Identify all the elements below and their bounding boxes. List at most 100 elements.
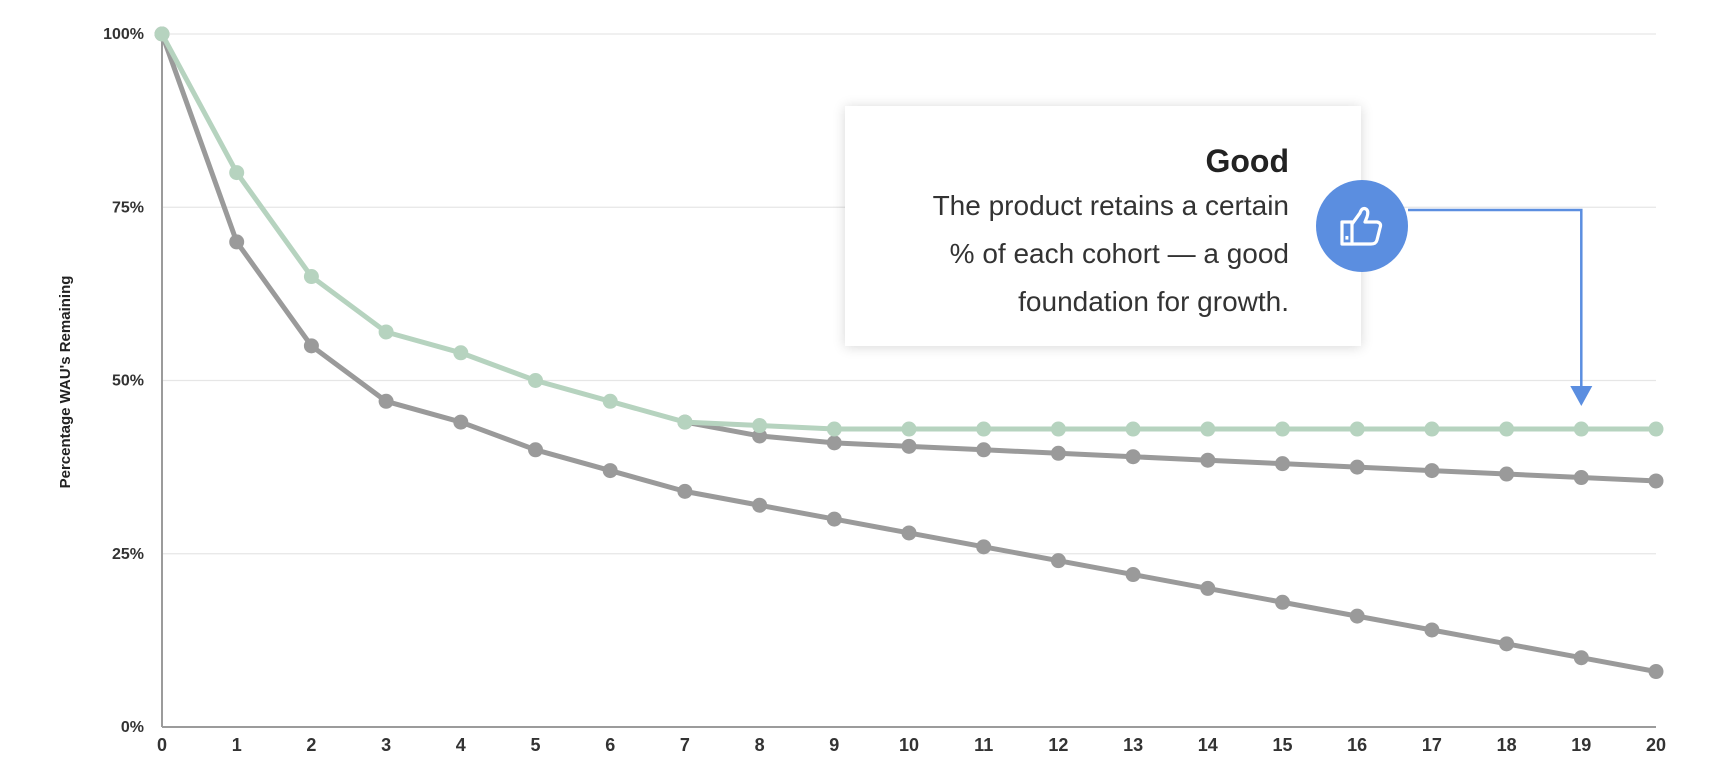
data-point xyxy=(154,26,170,42)
data-point xyxy=(1200,580,1216,596)
data-point xyxy=(1499,636,1515,652)
x-tick-label: 19 xyxy=(1571,735,1591,755)
data-point xyxy=(826,511,842,527)
data-point xyxy=(901,438,917,454)
data-point xyxy=(1349,459,1365,475)
data-point xyxy=(752,428,768,444)
data-point xyxy=(303,338,319,354)
data-point xyxy=(1349,421,1365,437)
data-point xyxy=(1573,470,1589,486)
x-tick-label: 9 xyxy=(829,735,839,755)
data-point xyxy=(1349,608,1365,624)
data-point xyxy=(1200,421,1216,437)
data-point xyxy=(1424,622,1440,638)
data-point xyxy=(1275,456,1290,472)
data-point xyxy=(1200,452,1216,468)
data-point xyxy=(1499,466,1515,482)
data-point xyxy=(752,418,768,434)
x-tick-label: 17 xyxy=(1422,735,1442,755)
data-point xyxy=(752,497,768,513)
arrow-line xyxy=(1408,208,1583,392)
x-tick-label: 1 xyxy=(232,735,242,755)
x-tick-label: 8 xyxy=(755,735,765,755)
data-point xyxy=(453,414,469,430)
x-tick-label: 13 xyxy=(1123,735,1143,755)
x-tick-label: 20 xyxy=(1646,735,1666,755)
callout-line-1: The product retains a certain xyxy=(932,190,1289,221)
data-point xyxy=(528,373,543,388)
thumbs-up-badge xyxy=(1316,180,1408,272)
data-point xyxy=(1050,421,1066,437)
data-point xyxy=(901,421,917,437)
data-point xyxy=(976,539,992,555)
data-point xyxy=(1573,421,1589,437)
callout-title: Good xyxy=(1205,143,1289,179)
data-point xyxy=(976,442,992,458)
data-point xyxy=(976,421,992,437)
data-point xyxy=(602,463,618,479)
x-tick-label: 18 xyxy=(1497,735,1517,755)
y-ticks: 0% 25% 50% 75% 100% xyxy=(103,26,144,736)
data-point xyxy=(378,324,394,340)
annotation-callout: Good The product retains a certain % of … xyxy=(845,106,1361,346)
data-point xyxy=(1499,421,1515,437)
x-tick-label: 10 xyxy=(899,735,919,755)
data-point xyxy=(1050,445,1066,461)
data-point xyxy=(528,442,543,458)
data-point xyxy=(1125,567,1141,583)
x-tick-label: 5 xyxy=(530,735,540,755)
x-ticks: 0 1 2 3 4 5 6 7 8 9 10 11 12 13 14 15 16 17 18 19 20 xyxy=(157,735,1666,755)
data-point xyxy=(1125,449,1141,465)
data-point xyxy=(1275,421,1290,437)
data-point xyxy=(453,345,469,361)
callout-body: The product retains a certain % of each … xyxy=(865,182,1289,326)
series-flattening xyxy=(677,414,1664,489)
y-axis-label: Percentage WAU's Remaining xyxy=(57,276,74,489)
callout-line-3: foundation for growth. xyxy=(1018,286,1289,317)
series-group xyxy=(154,26,1664,680)
x-tick-label: 11 xyxy=(974,735,993,755)
data-point xyxy=(901,525,917,541)
data-point xyxy=(1424,421,1440,437)
x-tick-label: 15 xyxy=(1272,735,1292,755)
x-tick-label: 6 xyxy=(605,735,615,755)
data-point xyxy=(677,414,693,430)
data-point xyxy=(229,234,245,250)
x-tick-label: 4 xyxy=(456,735,466,755)
series-good xyxy=(154,26,1664,437)
data-point xyxy=(303,269,319,285)
y-tick-label: 100% xyxy=(103,26,144,43)
x-tick-label: 14 xyxy=(1198,735,1218,755)
x-tick-label: 3 xyxy=(381,735,391,755)
annotation-arrow xyxy=(1408,208,1593,406)
data-point xyxy=(826,435,842,451)
x-tick-label: 0 xyxy=(157,735,167,755)
data-point xyxy=(1573,650,1589,666)
axes xyxy=(161,30,1656,728)
arrow-head xyxy=(1570,386,1593,406)
data-point xyxy=(1275,594,1290,610)
data-point xyxy=(1648,473,1664,489)
data-point xyxy=(229,165,245,181)
data-point xyxy=(1648,421,1664,437)
y-tick-label: 75% xyxy=(112,199,144,216)
y-tick-label: 25% xyxy=(112,546,144,563)
data-point xyxy=(1050,553,1066,569)
data-point xyxy=(1125,421,1141,437)
y-tick-label: 0% xyxy=(121,719,144,736)
data-point xyxy=(602,393,618,409)
y-tick-label: 50% xyxy=(112,373,144,390)
data-point xyxy=(378,393,394,409)
data-point xyxy=(677,483,693,499)
data-point xyxy=(1424,463,1440,479)
data-point xyxy=(826,421,842,437)
data-point xyxy=(1648,664,1664,680)
callout-line-2: % of each cohort — a good xyxy=(949,238,1289,269)
x-tick-label: 16 xyxy=(1347,735,1367,755)
x-tick-label: 2 xyxy=(306,735,316,755)
thumbs-up-icon xyxy=(1340,206,1383,246)
series-flattening-line xyxy=(682,419,1659,484)
x-tick-label: 7 xyxy=(680,735,690,755)
